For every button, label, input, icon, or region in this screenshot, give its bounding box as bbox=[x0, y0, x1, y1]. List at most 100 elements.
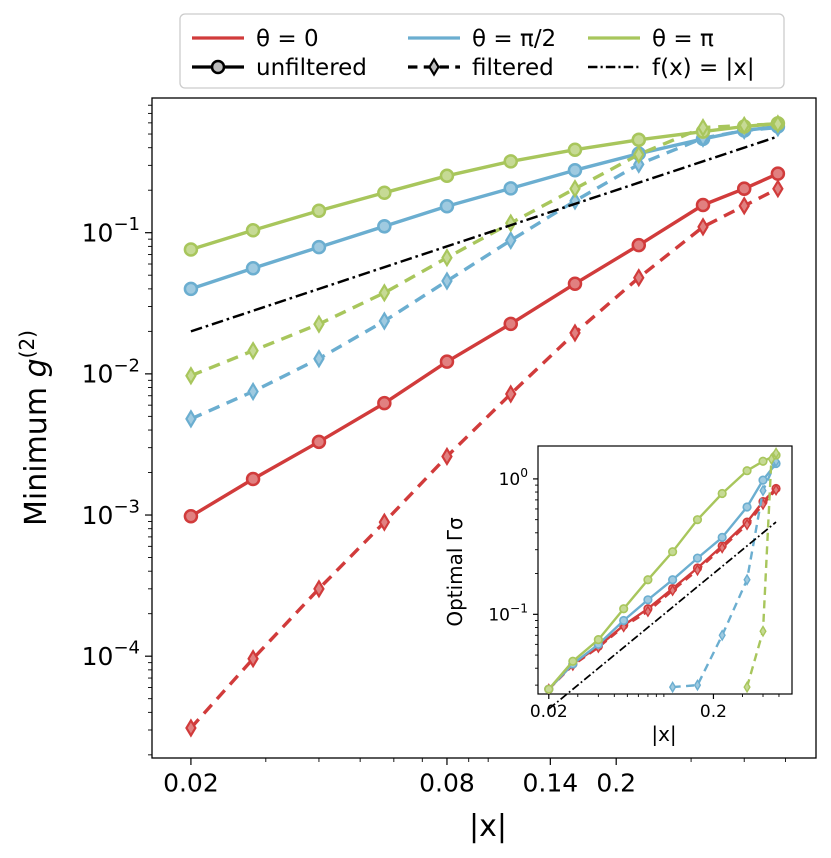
main-point-theta-0-filtered-0 bbox=[185, 718, 197, 738]
main-point-theta-pi-unfiltered-4 bbox=[439, 168, 455, 184]
main-point-theta-0-filtered-6 bbox=[569, 323, 581, 343]
inset-point-theta-0-filtered-10 bbox=[772, 483, 780, 496]
main-point-theta-pi-filtered-0 bbox=[185, 366, 197, 386]
main-point-theta-half-pi-unfiltered-3 bbox=[377, 219, 392, 234]
legend-label-theta-0: θ = 0 bbox=[256, 26, 319, 52]
main-point-theta-0-unfiltered-10 bbox=[770, 166, 786, 181]
inset-y-tick-label-0: 10−1 bbox=[488, 602, 528, 626]
inset-y-tick-label-1: 100 bbox=[499, 466, 528, 490]
main-point-theta-0-unfiltered-2 bbox=[311, 434, 327, 450]
main-point-theta-0-unfiltered-1 bbox=[245, 471, 261, 487]
inset-point-theta-half-pi-filtered-1 bbox=[693, 679, 702, 692]
inset-axes: 0.02 0.2 10−1 100 bbox=[488, 466, 780, 722]
main-point-theta-half-pi-unfiltered-6 bbox=[567, 162, 583, 178]
main-series-theta-half-pi-unfiltered bbox=[183, 119, 786, 297]
inset-x-tick-label-0: 0.02 bbox=[530, 702, 568, 722]
main-point-theta-pi-unfiltered-0 bbox=[183, 242, 199, 257]
inset-point-theta-pi-filtered-2 bbox=[767, 453, 776, 466]
inset-point-theta-half-pi-unfiltered-8 bbox=[742, 502, 752, 512]
main-point-theta-0-unfiltered-5 bbox=[503, 316, 519, 332]
inset-series-f-x-x bbox=[548, 521, 777, 710]
inset-y-axis-label: Optimal Γσ bbox=[443, 517, 467, 627]
legend: θ = 0 θ = π/2 θ = π unfiltered filtered f(x) … bbox=[179, 13, 785, 89]
inset-point-theta-pi-unfiltered-4 bbox=[643, 575, 653, 585]
main-y-tick-label-2: 10−2 bbox=[82, 355, 140, 388]
main-series-layer bbox=[183, 114, 786, 738]
main-point-theta-pi-unfiltered-2 bbox=[311, 203, 327, 219]
inset-line-theta-0-filtered bbox=[547, 489, 777, 691]
main-point-theta-half-pi-unfiltered-2 bbox=[311, 239, 327, 255]
main-x-tick-label-0: 0.02 bbox=[163, 768, 219, 797]
main-point-theta-0-filtered-2 bbox=[313, 579, 325, 599]
main-point-theta-0-unfiltered-9 bbox=[736, 181, 752, 196]
inset-point-theta-0-filtered-5 bbox=[668, 584, 677, 597]
legend-marker-filtered bbox=[428, 57, 440, 77]
inset-point-theta-half-pi-filtered-0 bbox=[668, 681, 677, 694]
main-line-theta-0-filtered bbox=[189, 187, 779, 730]
inset-point-theta-pi-filtered-3 bbox=[772, 447, 780, 460]
main-point-theta-pi-filtered-9 bbox=[738, 115, 750, 136]
main-y-tick-label-3: 10−1 bbox=[82, 214, 140, 247]
inset-point-theta-pi-unfiltered-7 bbox=[717, 488, 727, 499]
legend-label-unfiltered: unfiltered bbox=[256, 55, 367, 81]
inset-point-theta-pi-unfiltered-5 bbox=[668, 547, 678, 557]
main-axes: 0.02 0.08 0.14 0.2 10−4 10−3 10−2 10−1 bbox=[82, 104, 786, 797]
inset-point-theta-pi-filtered-0 bbox=[743, 681, 751, 694]
main-point-theta-0-unfiltered-6 bbox=[567, 276, 583, 291]
main-point-theta-0-unfiltered-0 bbox=[183, 509, 199, 524]
inset-point-theta-pi-unfiltered-6 bbox=[692, 515, 703, 525]
main-point-theta-half-pi-unfiltered-1 bbox=[245, 260, 261, 276]
main-series-theta-0-unfiltered bbox=[183, 166, 786, 524]
main-point-theta-pi-filtered-1 bbox=[247, 341, 259, 361]
legend-label-f-x-x: f(x) = |x| bbox=[652, 55, 755, 81]
main-point-theta-half-pi-unfiltered-5 bbox=[503, 181, 519, 196]
legend-label-theta-pi: θ = π bbox=[652, 26, 714, 52]
main-point-theta-pi-filtered-2 bbox=[313, 314, 325, 334]
inset-point-theta-half-pi-filtered-4 bbox=[759, 484, 767, 497]
main-point-theta-pi-unfiltered-3 bbox=[377, 185, 392, 200]
main-point-theta-0-filtered-10 bbox=[772, 179, 784, 199]
inset-point-theta-half-pi-filtered-3 bbox=[743, 573, 751, 586]
main-line-f-x-x bbox=[190, 135, 779, 333]
inset-point-theta-half-pi-unfiltered-6 bbox=[692, 553, 703, 563]
main-point-theta-pi-filtered-10 bbox=[772, 114, 784, 134]
main-point-theta-half-pi-filtered-4 bbox=[441, 271, 453, 291]
legend-marker-unfiltered bbox=[210, 59, 226, 75]
main-point-theta-0-filtered-5 bbox=[504, 384, 517, 404]
inset-point-theta-0-filtered-4 bbox=[644, 605, 652, 618]
inset-point-theta-pi-unfiltered-0 bbox=[544, 684, 554, 694]
main-point-theta-pi-filtered-7 bbox=[633, 144, 645, 165]
inset-plot: 0.02 0.2 10−1 100 |x| Optimal Γσ bbox=[443, 445, 793, 746]
legend-box bbox=[179, 13, 785, 89]
main-point-theta-half-pi-filtered-7 bbox=[633, 154, 645, 174]
main-point-theta-0-filtered-4 bbox=[441, 446, 453, 467]
inset-point-theta-half-pi-unfiltered-7 bbox=[717, 532, 727, 542]
inset-point-theta-half-pi-unfiltered-3 bbox=[619, 615, 629, 626]
main-y-tick-label-0: 10−4 bbox=[82, 638, 140, 671]
inset-line-theta-pi-filtered bbox=[745, 452, 777, 688]
inset-line-f-x-x bbox=[548, 521, 777, 710]
legend-entry-unfiltered: unfiltered bbox=[192, 55, 367, 81]
main-x-tick-label-1: 0.08 bbox=[419, 768, 475, 797]
main-x-tick-label-2: 0.14 bbox=[522, 768, 578, 797]
legend-entry-theta-pi: θ = π bbox=[588, 26, 714, 52]
inset-plot-frame bbox=[537, 445, 793, 695]
main-point-theta-0-unfiltered-4 bbox=[439, 354, 455, 369]
main-point-theta-half-pi-filtered-3 bbox=[378, 311, 391, 331]
main-point-theta-0-unfiltered-7 bbox=[631, 237, 647, 253]
main-x-axis-label: |x| bbox=[469, 809, 507, 844]
inset-series-theta-half-pi-filtered bbox=[668, 455, 780, 694]
inset-point-theta-pi-unfiltered-1 bbox=[568, 656, 578, 666]
inset-point-theta-0-filtered-8 bbox=[743, 518, 751, 531]
inset-point-theta-pi-unfiltered-9 bbox=[758, 456, 768, 466]
legend-entry-f-x-x: f(x) = |x| bbox=[588, 55, 755, 81]
main-x-tick-label-3: 0.2 bbox=[596, 768, 636, 797]
main-plot: 0.02 0.08 0.14 0.2 10−4 10−3 10−2 10−1 |x| Mini… bbox=[15, 97, 817, 844]
inset-point-theta-half-pi-unfiltered-9 bbox=[758, 475, 768, 485]
inset-point-theta-half-pi-unfiltered-5 bbox=[668, 575, 678, 585]
main-point-theta-0-filtered-1 bbox=[247, 649, 259, 669]
inset-line-theta-half-pi-filtered bbox=[672, 460, 778, 689]
main-y-tick-label-1: 10−3 bbox=[82, 497, 140, 530]
inset-point-theta-pi-unfiltered-2 bbox=[593, 635, 603, 645]
